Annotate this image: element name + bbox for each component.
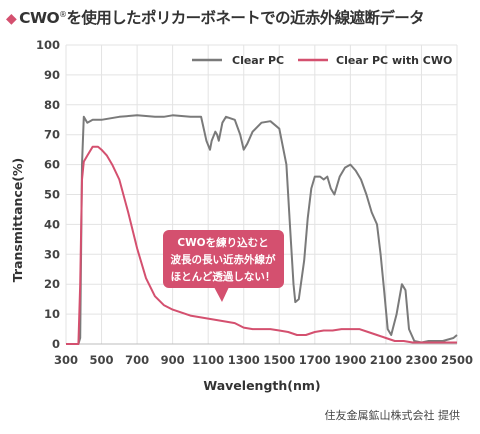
diamond-icon: ◆ — [6, 11, 17, 27]
y-tick-label: 80 — [44, 98, 60, 112]
callout-pointer — [214, 287, 229, 302]
y-tick-label: 50 — [44, 188, 60, 202]
x-tick-label: 700 — [125, 353, 149, 367]
legend: Clear PC Clear PC with CWO — [192, 54, 452, 67]
x-axis-label: Wavelength(nm) — [203, 378, 320, 393]
callout-line-3: ほとんど透過しない！ — [171, 270, 276, 283]
y-tick-label: 40 — [44, 217, 60, 231]
y-tick-label: 30 — [44, 247, 60, 261]
y-tick-label: 70 — [44, 128, 60, 142]
grid-lines — [65, 44, 458, 345]
y-tick-labels: 0 10 20 30 40 50 60 70 80 90 100 — [36, 38, 60, 351]
y-tick-label: 100 — [36, 38, 60, 52]
title-cwo: CWO — [19, 9, 60, 27]
y-axis-label: Transmittance(%) — [10, 158, 25, 283]
registered-mark: ® — [59, 9, 67, 19]
y-tick-label: 90 — [44, 68, 60, 82]
x-tick-label: 1500 — [263, 353, 295, 367]
y-tick-label: 0 — [52, 337, 60, 351]
x-tick-labels: 300 500 700 900 1100 1300 1500 1700 1900 2100 2300… — [54, 353, 473, 367]
callout-box: CWOを練り込むと 波長の長い近赤外線が ほとんど透過しない！ — [163, 230, 284, 302]
legend-label-clear-pc: Clear PC — [232, 54, 284, 67]
source-credit: 住友金属鉱山株式会社 提供 — [324, 409, 461, 422]
series-line-clear-pc-cwo — [66, 145, 457, 345]
legend-label-clear-pc-cwo: Clear PC with CWO — [336, 54, 452, 67]
callout-line-2: 波長の長い近赤外線が — [171, 253, 276, 266]
x-tick-label: 1700 — [299, 353, 331, 367]
x-tick-label: 1300 — [228, 353, 260, 367]
series-line-clear-pc — [66, 114, 458, 345]
x-tick-label: 1900 — [334, 353, 366, 367]
x-tick-label: 2100 — [370, 353, 402, 367]
y-tick-label: 60 — [44, 158, 60, 172]
x-tick-label: 1100 — [192, 353, 224, 367]
transmittance-chart: 0 10 20 30 40 50 60 70 80 90 100 300 500 700 900 1100 1… — [10, 38, 473, 393]
callout-background — [163, 230, 284, 288]
x-tick-label: 2500 — [441, 353, 473, 367]
callout-line-1: CWOを練り込むと — [177, 236, 268, 249]
chart-title: ◆ CWO®を使用したポリカーボネートでの近赤外線遮断データ — [6, 6, 476, 30]
x-tick-label: 300 — [54, 353, 78, 367]
series-lines — [66, 114, 458, 345]
x-tick-label: 2300 — [405, 353, 437, 367]
x-tick-label: 500 — [90, 353, 114, 367]
y-tick-label: 20 — [44, 277, 60, 291]
title-text: を使用したポリカーボネートでの近赤外線遮断データ — [66, 9, 425, 27]
y-tick-label: 10 — [44, 307, 60, 321]
x-tick-label: 900 — [161, 353, 185, 367]
